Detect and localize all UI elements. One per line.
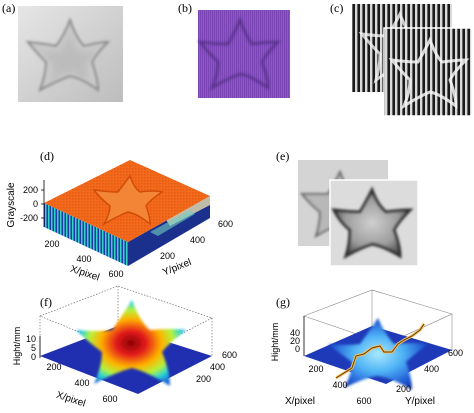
panel-b-label: (b) <box>178 1 192 15</box>
panel-f-y-tick: 400 <box>210 362 225 372</box>
panel-g-y-tick: 400 <box>424 364 439 374</box>
panel-d-star-imprint <box>92 174 164 227</box>
panel-e-label: (e) <box>276 149 289 163</box>
panel-g-z-tick: 0 <box>295 344 300 354</box>
panel-g-x-tick: 600 <box>356 396 371 406</box>
panel-d-y-tick: 600 <box>218 219 233 229</box>
panel-f-x-tick: 600 <box>102 394 117 404</box>
panel-g: 40 20 0 Hight/mm 200 400 600 X/pixel 200… <box>270 289 463 407</box>
panel-d-z-tick: -200 <box>20 213 38 223</box>
panel-f: 10 5 0 Hight/mm 200 400 600 X/pixel 200 … <box>12 285 237 410</box>
panel-f-label: (f) <box>40 295 52 309</box>
panel-f-y-tick: 600 <box>222 350 237 360</box>
panel-g-y-tick: 200 <box>396 384 411 394</box>
panel-g-label: (g) <box>276 295 290 309</box>
panel-d: 200 0 -200 Grayscale 200 400 600 X/pixel… <box>6 160 233 283</box>
panel-g-y-tick: 600 <box>448 348 463 358</box>
panel-d-x-title: X/pixel <box>69 264 101 284</box>
panel-g-x-tick: 200 <box>308 364 323 374</box>
panel-d-x-tick: 600 <box>108 269 123 279</box>
panel-f-x-tick: 400 <box>74 378 89 388</box>
panel-e-star <box>331 186 414 260</box>
panel-f-z-tick: 0 <box>31 352 36 362</box>
panel-f-z-title: Hight/mm <box>12 327 22 366</box>
panel-g-x-tick: 400 <box>332 380 347 390</box>
panel-g-z-tick: 20 <box>290 336 300 346</box>
panel-c-label: (c) <box>330 1 343 15</box>
panel-f-y-tick: 200 <box>196 374 211 384</box>
panel-d-y-tick: 400 <box>190 235 205 245</box>
panel-c <box>352 4 473 117</box>
panel-g-star <box>328 318 428 390</box>
panel-d-x-tick: 400 <box>76 254 91 264</box>
panel-f-z-tick: 10 <box>26 334 36 344</box>
panel-g-z-tick: 40 <box>290 328 300 338</box>
panel-f-x-tick: 200 <box>46 362 61 372</box>
panel-b-star <box>197 16 282 92</box>
panel-f-z-tick: 5 <box>31 343 36 353</box>
panel-b <box>197 10 290 98</box>
panel-d-z-tick: 0 <box>33 199 38 209</box>
panel-d-z-tick: 200 <box>23 185 38 195</box>
panel-g-y-title: Y/pixel <box>405 396 435 407</box>
panel-a-label: (a) <box>2 1 15 15</box>
panel-f-x-title: X/pixel <box>55 390 87 410</box>
panel-a <box>18 6 123 102</box>
panel-d-label: (d) <box>40 149 54 163</box>
panel-f-star <box>76 300 186 386</box>
panel-d-z-title: Grayscale <box>6 182 17 227</box>
panel-d-side-left <box>44 203 128 266</box>
panel-d-y-tick: 200 <box>160 251 175 261</box>
panel-d-x-tick: 200 <box>44 239 59 249</box>
panel-g-z-title: Hight/mm <box>270 323 280 362</box>
panel-e <box>298 160 419 267</box>
panel-g-x-title: X/pixel <box>285 396 315 407</box>
